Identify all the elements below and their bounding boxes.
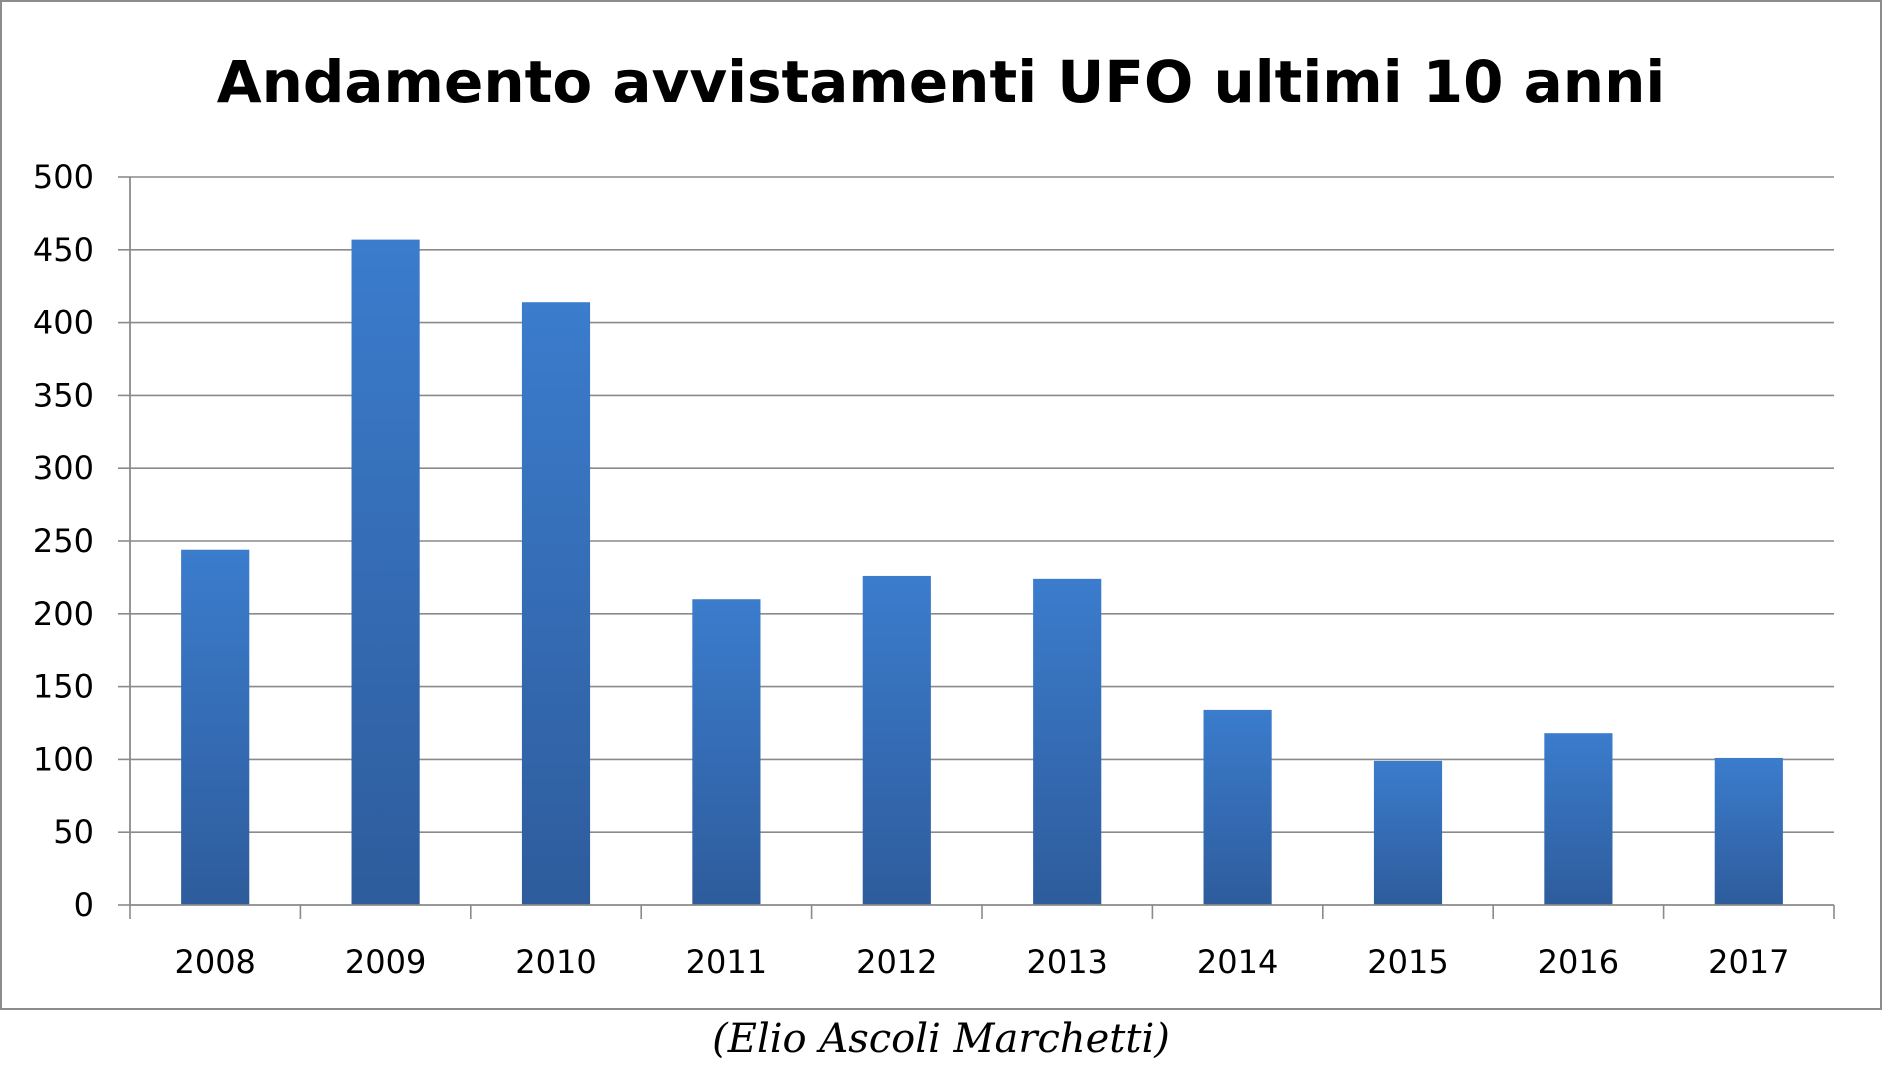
x-tick-label: 2014 [1197,943,1278,981]
x-axis-ticks: 2008 2009 2010 2011 2012 2013 2014 2015 2016 2017 [129,905,1835,981]
y-tick-label: 500 [33,158,94,196]
y-tick-label: 50 [53,813,94,851]
y-tick-label: 450 [33,231,94,269]
bars [181,239,1783,905]
chart-title: Andamento avvistamenti UFO ultimi 10 ann… [217,48,1666,116]
y-tick-label: 400 [33,304,94,342]
x-tick-label: 2015 [1367,943,1448,981]
bar-2017 [1714,757,1783,905]
y-tick-label: 250 [33,522,94,560]
x-tick-label: 2013 [1026,943,1107,981]
x-tick-label: 2009 [345,943,426,981]
y-tick-label: 350 [33,376,94,414]
bar-2008 [181,549,250,905]
bar-2011 [692,599,761,905]
x-tick-label: 2011 [686,943,767,981]
x-tick-label: 2008 [174,943,255,981]
bar-2013 [1033,578,1102,905]
bar-2012 [862,575,931,905]
x-tick-label: 2016 [1538,943,1619,981]
credit-caption: (Elio Ascoli Marchetti) [712,1016,1170,1062]
x-tick-label: 2017 [1708,943,1789,981]
x-tick-label: 2010 [515,943,596,981]
y-tick-label: 0 [74,886,94,924]
y-axis-ticks: 0 50 100 150 200 250 300 350 400 450 500 [33,158,130,924]
y-tick-label: 300 [33,449,94,487]
x-tick-label: 2012 [856,943,937,981]
y-tick-label: 100 [33,740,94,778]
y-tick-label: 200 [33,595,94,633]
bar-2014 [1203,709,1272,905]
bar-2009 [351,239,420,905]
bar-2015 [1373,760,1443,905]
bar-2010 [521,302,591,905]
y-tick-label: 150 [33,668,94,706]
bar-2016 [1544,733,1613,905]
